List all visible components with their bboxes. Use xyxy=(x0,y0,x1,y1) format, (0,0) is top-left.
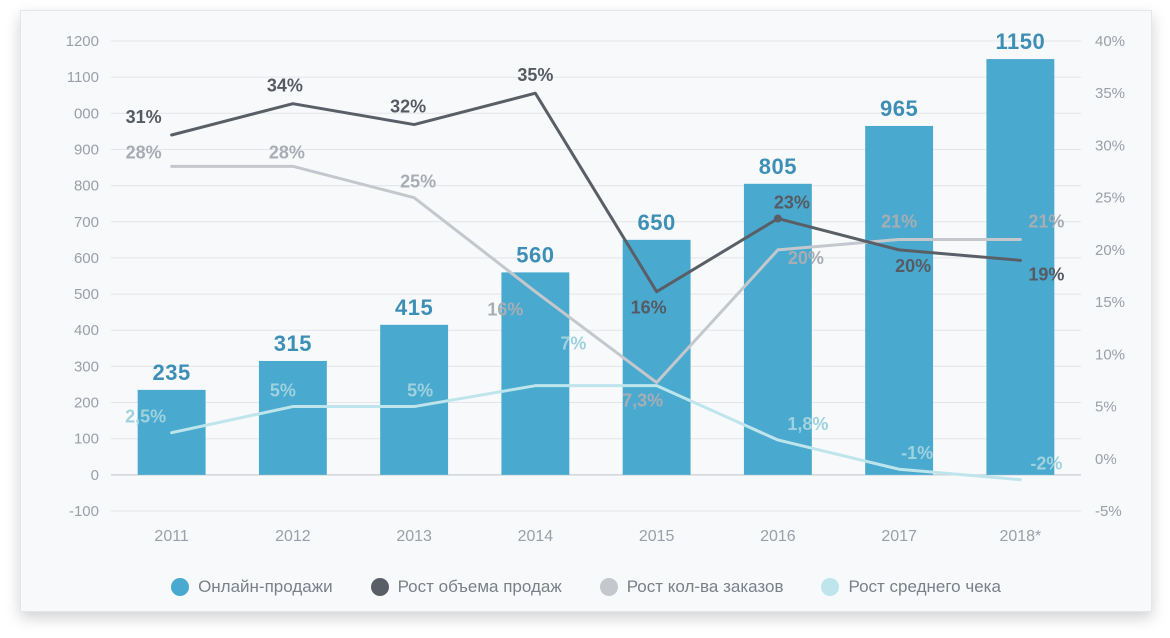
svg-text:16%: 16% xyxy=(487,300,523,320)
legend-label-line1: Рост объема продаж xyxy=(398,577,562,597)
svg-text:20%: 20% xyxy=(895,256,931,276)
svg-text:000: 000 xyxy=(74,105,99,122)
svg-text:700: 700 xyxy=(74,214,99,231)
svg-text:40%: 40% xyxy=(1095,33,1125,50)
svg-text:1200: 1200 xyxy=(66,33,99,50)
svg-text:28%: 28% xyxy=(126,142,162,162)
svg-text:400: 400 xyxy=(74,322,99,339)
svg-text:34%: 34% xyxy=(267,76,303,96)
svg-text:31%: 31% xyxy=(126,107,162,127)
svg-text:2,5%: 2,5% xyxy=(125,407,166,427)
svg-text:900: 900 xyxy=(74,141,99,158)
svg-text:20%: 20% xyxy=(788,248,824,268)
svg-text:100: 100 xyxy=(74,431,99,448)
svg-text:21%: 21% xyxy=(1028,211,1064,231)
svg-text:965: 965 xyxy=(880,96,918,121)
svg-text:28%: 28% xyxy=(269,142,305,162)
legend-label-line2: Рост кол-ва заказов xyxy=(627,577,784,597)
legend-item-bars: Онлайн-продажи xyxy=(171,577,333,597)
svg-text:23%: 23% xyxy=(774,193,810,213)
svg-text:2018*: 2018* xyxy=(999,528,1041,545)
svg-text:2014: 2014 xyxy=(518,528,554,545)
svg-text:1,8%: 1,8% xyxy=(787,414,828,434)
svg-text:30%: 30% xyxy=(1095,137,1125,154)
svg-text:32%: 32% xyxy=(390,97,426,117)
svg-text:-1%: -1% xyxy=(901,443,933,463)
svg-text:10%: 10% xyxy=(1095,346,1125,363)
svg-text:21%: 21% xyxy=(881,211,917,231)
legend-swatch-bars xyxy=(171,578,189,596)
svg-text:1150: 1150 xyxy=(996,29,1046,54)
svg-text:-100: -100 xyxy=(69,503,99,520)
legend-item-line2: Рост кол-ва заказов xyxy=(600,577,784,597)
svg-text:300: 300 xyxy=(74,358,99,375)
svg-text:7,3%: 7,3% xyxy=(622,391,663,411)
svg-text:0%: 0% xyxy=(1095,451,1117,468)
svg-text:560: 560 xyxy=(516,242,554,267)
svg-text:235: 235 xyxy=(153,360,191,385)
svg-text:25%: 25% xyxy=(1095,190,1125,207)
svg-text:2015: 2015 xyxy=(639,528,675,545)
legend-label-line3: Рост среднего чека xyxy=(848,577,1000,597)
legend-swatch-line2 xyxy=(600,578,618,596)
svg-text:2013: 2013 xyxy=(396,528,432,545)
svg-text:5%: 5% xyxy=(1095,399,1117,416)
chart-card: -100 0 100 200 300 400 500 600 700 800 900 000 1100 1… xyxy=(20,10,1152,612)
svg-text:19%: 19% xyxy=(1028,264,1064,284)
svg-text:415: 415 xyxy=(395,295,433,320)
legend-item-line1: Рост объема продаж xyxy=(371,577,562,597)
svg-text:0: 0 xyxy=(91,467,99,484)
svg-text:2017: 2017 xyxy=(881,528,917,545)
svg-text:20%: 20% xyxy=(1095,242,1125,259)
svg-text:2012: 2012 xyxy=(275,528,311,545)
svg-text:-5%: -5% xyxy=(1095,503,1122,520)
svg-text:35%: 35% xyxy=(517,65,553,85)
svg-text:805: 805 xyxy=(759,154,797,179)
legend-swatch-line1 xyxy=(371,578,389,596)
chart-svg: -100 0 100 200 300 400 500 600 700 800 900 000 1100 1… xyxy=(21,11,1151,561)
svg-text:800: 800 xyxy=(74,178,99,195)
svg-text:5%: 5% xyxy=(407,381,433,401)
svg-text:15%: 15% xyxy=(1095,294,1125,311)
svg-text:1100: 1100 xyxy=(67,69,99,86)
svg-text:5%: 5% xyxy=(270,381,296,401)
svg-text:-2%: -2% xyxy=(1030,454,1062,474)
svg-text:500: 500 xyxy=(74,286,99,303)
svg-text:7%: 7% xyxy=(560,334,586,354)
svg-text:315: 315 xyxy=(274,331,312,356)
legend: Онлайн-продажи Рост объема продаж Рост к… xyxy=(21,577,1151,597)
legend-label-bars: Онлайн-продажи xyxy=(198,577,333,597)
svg-text:2016: 2016 xyxy=(760,528,796,545)
svg-text:600: 600 xyxy=(74,250,99,267)
legend-item-line3: Рост среднего чека xyxy=(821,577,1000,597)
svg-text:16%: 16% xyxy=(631,298,667,318)
svg-text:2011: 2011 xyxy=(154,528,189,545)
svg-text:200: 200 xyxy=(74,395,99,412)
svg-text:25%: 25% xyxy=(400,172,436,192)
svg-text:650: 650 xyxy=(638,210,676,235)
svg-text:35%: 35% xyxy=(1095,85,1125,102)
legend-swatch-line3 xyxy=(821,578,839,596)
